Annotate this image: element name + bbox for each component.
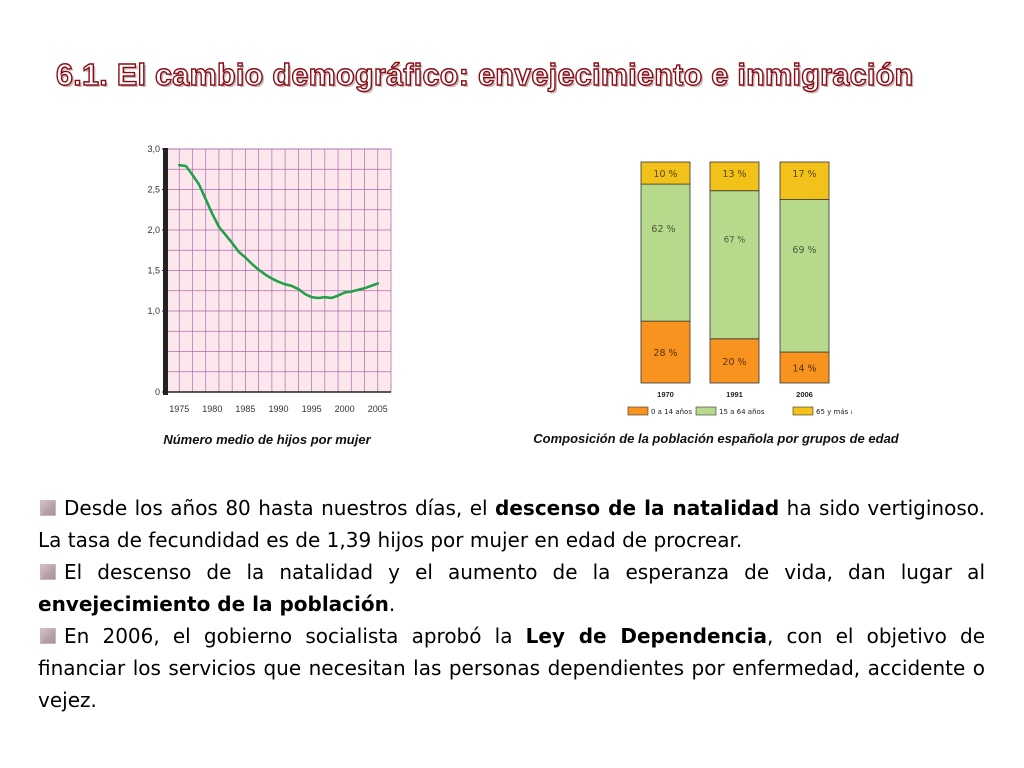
bullet-item: En 2006, el gobierno socialista aprobó l… [38,620,985,716]
bullet-square-icon [40,500,56,516]
bullet-text-bold: envejecimiento de la población [38,592,389,616]
bar-segment [709,161,760,192]
bar-data-label: 10 % [653,169,677,180]
bar-segment [640,161,691,185]
bullet-text-bold: descenso de la natalidad [495,496,780,520]
category-label: 2006 [796,390,813,399]
y-tick-label: 2,0 [147,225,160,235]
bullet-item: Desde los años 80 hasta nuestros días, e… [38,492,985,556]
fertility-chart-caption: Número medio de hijos por mujer [163,432,371,447]
legend-swatch [627,406,649,416]
bar-segment [640,320,691,384]
bullet-text-bold: Ley de Dependencia [525,624,767,648]
y-tick-label: 1,5 [147,266,160,276]
bullet-square-icon [40,628,56,644]
x-tick-label: 2000 [335,404,355,414]
bullet-list: Desde los años 80 hasta nuestros días, e… [38,492,985,716]
bar-data-label: 13 % [722,169,746,180]
bullet-text: El descenso de la natalidad y el aumento… [64,560,985,584]
y-tick-label: 3,0 [147,144,160,154]
y-tick-label: 1,0 [147,306,160,316]
x-tick-label: 2005 [368,404,388,414]
bar-segment [709,338,760,384]
x-tick-label: 1985 [235,404,255,414]
x-tick-label: 1990 [268,404,288,414]
legend-label: 15 a 64 años [719,408,765,416]
bar-data-label: 20 % [722,357,746,368]
legend-label: 0 a 14 años [651,408,692,416]
bar-segment [779,199,830,353]
bar-segment [709,190,760,340]
bullet-square-icon [40,564,56,580]
bar-data-label: 62 % [651,224,675,235]
fertility-series-line [177,163,380,300]
bar-segment [779,161,830,200]
bullet-text: , con el objetivo de financiar los servi… [38,624,986,712]
legend-label: 65 y más años [816,408,852,416]
fertility-line-chart: 0 1,0 1,5 2,0 2,5 3,0 1975 1980 1985 1990 1995 2000… [147,144,392,414]
bar-segment [640,183,691,322]
bar-data-label: 69 % [792,245,816,256]
age-chart-caption: Composición de la población española por… [533,431,899,446]
y-tick-label: 2,5 [147,185,160,195]
legend-swatch [792,406,814,416]
bar-data-label: 14 % [792,364,816,375]
x-tick-label: 1975 [169,404,189,414]
y-axis-bar [163,148,168,395]
bullet-text: . [388,592,396,616]
bullet-text: ha sido vertiginoso. La tasa de fecundid… [38,496,986,552]
legend-swatch [695,406,717,416]
bullet-text: Desde los años 80 hasta nuestros días, e… [64,496,496,520]
bar-data-label: 17 % [792,169,816,180]
category-label: 1991 [726,390,743,399]
y-tick-label: 0 [155,387,160,397]
x-tick-label: 1980 [202,404,222,414]
slide-title: 6.1. El cambio demográfico: envejecimien… [55,57,914,92]
bullet-text: En 2006, el gobierno socialista aprobó l… [64,624,526,648]
bar-data-label: 67 % [724,236,746,246]
bar-data-label: 28 % [653,348,677,359]
category-label: 1970 [657,390,674,399]
age-composition-bar-chart: 28 % 62 % 10 % 1970 20 % 67 % 13 % 1991 14 % 69 %… [627,161,852,416]
bullet-item: El descenso de la natalidad y el aumento… [38,556,985,620]
x-tick-label: 1995 [302,404,322,414]
